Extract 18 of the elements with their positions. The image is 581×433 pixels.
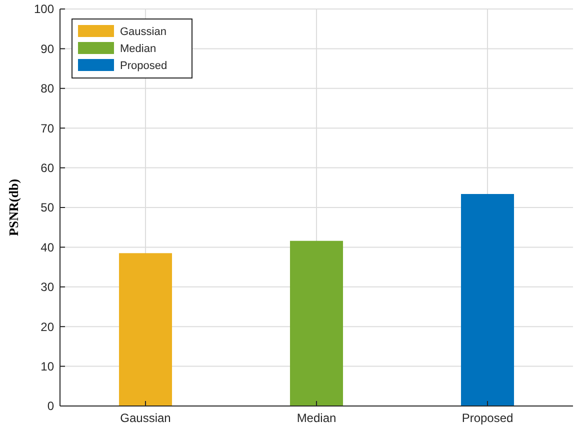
y-axis-title: PSNR(db) [6,178,21,236]
x-tick-label: Gaussian [120,411,171,425]
legend-label: Median [120,42,156,55]
x-tick-label: Median [296,411,336,425]
x-tick-label: Proposed [462,411,514,425]
y-tick-label: 80 [40,82,54,96]
y-tick-label: 10 [40,360,54,374]
y-tick-label: 70 [40,121,54,136]
legend-label: Proposed [120,60,168,72]
y-tick-label: 100 [34,2,54,16]
y-tick-label: 20 [40,320,54,334]
y-tick-label: 90 [40,42,54,56]
y-tick-label: 50 [40,200,54,215]
y-tick-label: 0 [47,399,54,414]
legend-label: Gaussian [120,26,166,38]
y-tick-label: 60 [40,161,54,175]
y-tick-label: 30 [40,280,54,294]
y-tick-label: 40 [40,240,54,254]
